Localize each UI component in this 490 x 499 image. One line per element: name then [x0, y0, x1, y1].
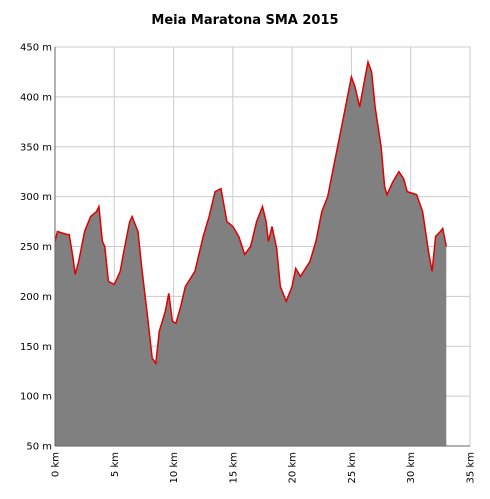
elevation-area	[55, 62, 447, 446]
y-tick-label: 200 m	[20, 292, 52, 303]
chart-title: Meia Maratona SMA 2015	[151, 13, 338, 28]
x-tick-label: 10 km	[169, 452, 180, 483]
x-tick-label: 30 km	[406, 452, 417, 483]
y-tick-label: 400 m	[20, 92, 52, 103]
x-tick-label: 20 km	[288, 452, 299, 483]
y-tick-label: 250 m	[20, 242, 52, 253]
x-tick-label: 0 km	[51, 452, 62, 477]
x-tick-label: 25 km	[347, 452, 358, 483]
y-tick-label: 300 m	[20, 192, 52, 203]
x-tick-label: 5 km	[110, 452, 121, 477]
x-tick-label: 35 km	[466, 452, 477, 483]
x-tick-label: 15 km	[228, 452, 239, 483]
y-tick-label: 150 m	[20, 342, 52, 353]
y-tick-label: 350 m	[20, 142, 52, 153]
y-tick-label: 100 m	[20, 392, 52, 403]
y-tick-label: 50 m	[26, 442, 52, 453]
y-tick-label: 450 m	[20, 43, 52, 54]
elevation-line	[54, 59, 448, 366]
